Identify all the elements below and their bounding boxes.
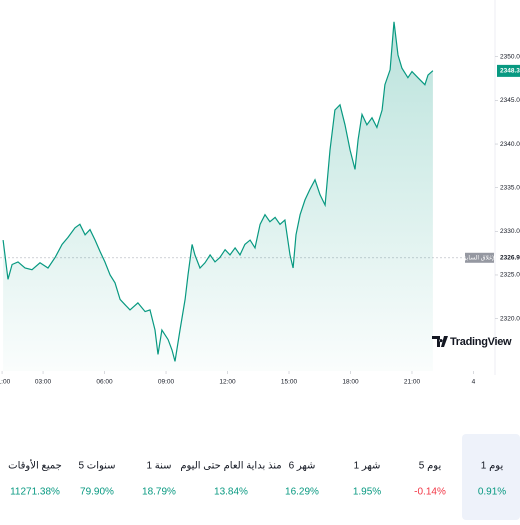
x-tick-label: 01:00 <box>0 379 11 386</box>
period-tab[interactable] <box>272 440 332 510</box>
previous-close-tag <box>465 252 494 263</box>
period-label: 5 سنوات <box>78 461 115 472</box>
period-tab[interactable] <box>337 440 397 510</box>
period-tab[interactable] <box>201 440 261 510</box>
period-change: 11271.38% <box>10 487 60 498</box>
x-tick-label: 12:00 <box>219 379 236 386</box>
period-label: 6 شهر <box>289 461 316 472</box>
period-label: 5 يوم <box>419 461 442 472</box>
y-tick-label: 2345.00 <box>500 97 520 104</box>
x-tick-label: 4 <box>472 379 476 386</box>
period-change: 79.90% <box>80 487 114 498</box>
previous-close-value: 2326.97 <box>500 254 520 261</box>
last-price-label: 2348.38 <box>500 68 520 75</box>
y-tick-label: 2330.00 <box>500 228 520 235</box>
period-change: 18.79% <box>142 487 176 498</box>
period-label: جميع الأوقات <box>8 459 62 472</box>
period-tab[interactable] <box>5 440 65 510</box>
period-change: 1.95% <box>353 487 381 498</box>
period-label: 1 يوم <box>481 461 504 472</box>
logo-icon <box>432 336 448 347</box>
x-tick-label: 18:00 <box>342 379 359 386</box>
brand-text: TradingView <box>450 336 512 348</box>
period-label: 1 سنة <box>146 461 171 472</box>
period-tab[interactable] <box>462 440 520 510</box>
plot: 2320.00 2325.00 2330.00 2335.00 2340.00 2345.… <box>0 0 520 386</box>
period-label: منذ بداية العام حتى اليوم <box>180 461 281 472</box>
x-tick-label: 15:00 <box>281 379 298 386</box>
previous-close-value-tag <box>497 252 520 263</box>
tab-selected-bg <box>462 434 520 520</box>
period-tab[interactable] <box>67 440 127 510</box>
period-label: 1 شهر <box>354 461 381 472</box>
x-tick-label: 06:00 <box>96 379 113 386</box>
previous-close-label: الإغلاق السابق <box>462 254 498 261</box>
y-tick-label: 2335.00 <box>500 184 520 191</box>
y-tick-label: 2340.00 <box>500 141 520 148</box>
period-change: -0.14% <box>414 487 446 498</box>
last-price-tag <box>497 64 520 77</box>
period-tab[interactable] <box>400 440 460 510</box>
period-change: 16.29% <box>285 487 319 498</box>
price-line <box>2 21 434 362</box>
logo: TradingView <box>432 336 512 348</box>
x-tick-label: 21:00 <box>404 379 421 386</box>
period-change: 0.91% <box>478 487 506 498</box>
x-tick-label: 03:00 <box>35 379 52 386</box>
x-tick-label: 09:00 <box>158 379 175 386</box>
period-tab[interactable] <box>129 440 189 510</box>
area-fill <box>3 21 433 372</box>
y-tick-label: 2320.00 <box>500 315 520 322</box>
period-change: 13.84% <box>214 487 248 498</box>
y-tick-label: 2325.00 <box>500 272 520 279</box>
y-tick-label: 2350.00 <box>500 53 520 60</box>
period-tabs: 1 يوم 0.91% 5 يوم -0.14% 1 شهر 1.95% 6 شهر 16.2… <box>5 434 520 520</box>
